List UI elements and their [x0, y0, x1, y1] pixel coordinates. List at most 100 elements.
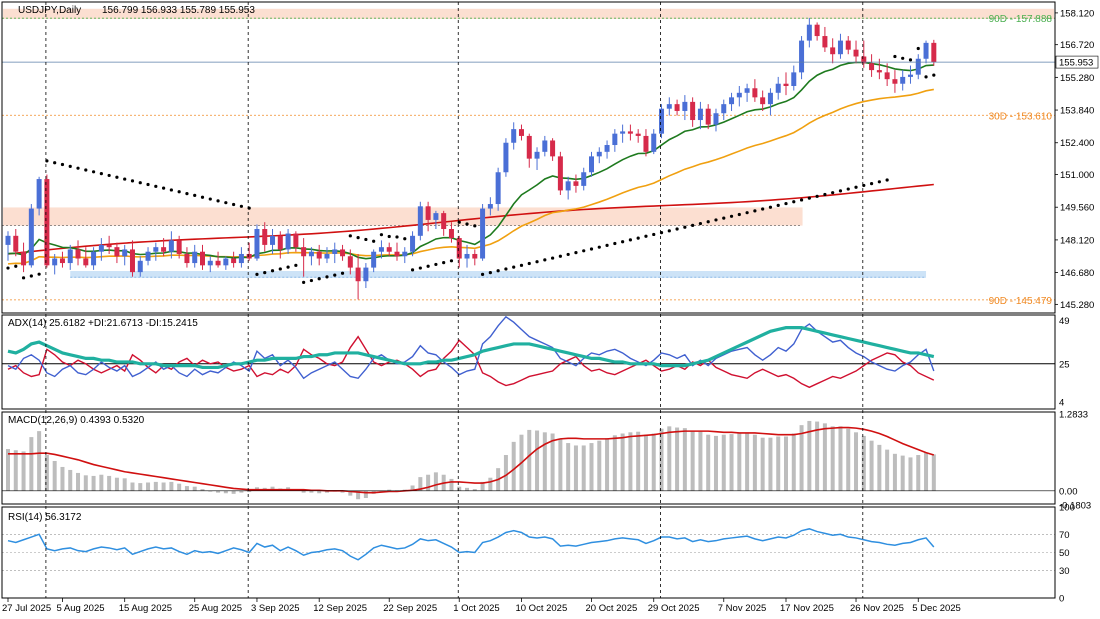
sar-dot: [496, 269, 500, 273]
macd-bar: [713, 435, 718, 491]
candle: [21, 251, 27, 266]
macd-bar: [916, 455, 921, 491]
macd-bar: [44, 455, 49, 491]
candle: [837, 40, 843, 55]
candle: [83, 258, 89, 266]
macd-pane: 1.2833 0.00 -0.1803: [2, 410, 1091, 512]
sar-dot: [434, 262, 438, 267]
candle: [301, 247, 307, 257]
sar-dot: [138, 181, 142, 185]
rsi-tick-label: 70: [1059, 530, 1070, 541]
candle: [690, 101, 696, 121]
sar-dot: [232, 202, 236, 207]
macd-bar: [612, 435, 617, 491]
macd-bar: [589, 443, 594, 491]
macd-bar: [13, 450, 18, 491]
macd-bar: [846, 428, 851, 491]
macd-bar: [138, 483, 143, 491]
macd-bar: [216, 490, 221, 493]
adx-tick-label: 4: [1059, 397, 1064, 408]
candle: [503, 142, 509, 173]
sar-dot: [457, 220, 461, 224]
rsi-tick-label: 100: [1059, 503, 1075, 514]
macd-bar: [169, 481, 174, 491]
sar-dot: [566, 252, 570, 257]
time-tick-label: 1 Oct 2025: [453, 603, 499, 614]
rsi-line: [7, 528, 935, 561]
macd-tick-label: 1.2833: [1059, 410, 1088, 421]
macd-bar: [239, 490, 244, 493]
macd-bar: [480, 481, 485, 491]
sar-dot: [200, 195, 205, 199]
candle: [604, 145, 610, 152]
macd-bar: [667, 426, 672, 491]
sar-dot: [636, 236, 640, 240]
sar-dot: [504, 267, 508, 271]
time-tick-label: 27 Jul 2025: [2, 603, 51, 614]
candle: [480, 208, 486, 259]
candle: [705, 108, 711, 125]
macd-bar: [426, 474, 431, 491]
pane-frame-macd: [1, 411, 1056, 505]
candle: [215, 260, 221, 266]
candle: [729, 97, 735, 105]
sar-dot: [792, 200, 796, 204]
sar-dot: [846, 187, 850, 191]
candle: [363, 267, 369, 282]
macd-bar: [659, 428, 664, 491]
macd-signal-line: [8, 426, 935, 494]
sar-dot: [932, 73, 936, 77]
macd-bar: [472, 489, 477, 491]
macd-bar: [581, 445, 586, 491]
macd-bar: [83, 475, 88, 491]
macd-bar: [550, 433, 555, 491]
last-price-label: 155.953: [1059, 58, 1093, 69]
candle: [767, 92, 773, 105]
candle: [822, 36, 828, 48]
sar-dot: [442, 261, 446, 265]
level-label: 30D - 153.610: [989, 111, 1053, 122]
macd-bar: [21, 451, 26, 491]
sar-dot: [753, 209, 757, 213]
sar-dot: [901, 56, 905, 60]
ma-slow-line: [7, 183, 934, 255]
sar-dot: [410, 268, 415, 272]
macd-bar: [729, 434, 734, 491]
candle: [262, 229, 268, 245]
macd-bar: [698, 431, 703, 491]
macd-bar: [488, 477, 493, 491]
rsi-tick-label: 50: [1059, 548, 1070, 559]
sar-dot: [154, 184, 158, 188]
sar-dot: [815, 194, 819, 198]
sar-dot: [551, 256, 555, 260]
candle: [651, 133, 657, 152]
candle: [876, 70, 882, 73]
sar-dot: [885, 178, 889, 182]
macd-tick-label: 0.00: [1059, 486, 1078, 497]
macd-bar: [900, 455, 905, 491]
macd-bar: [192, 486, 197, 491]
rsi-tick-label: 0: [1059, 594, 1064, 605]
candle: [550, 140, 556, 157]
sar-dot: [869, 182, 874, 186]
candle: [674, 104, 680, 111]
candle: [542, 140, 548, 152]
candle: [59, 258, 65, 264]
price-tick-label: 155.280: [1060, 73, 1094, 84]
macd-bar: [356, 490, 361, 500]
candle: [114, 247, 120, 257]
candle: [915, 58, 921, 75]
macd-bar: [682, 428, 687, 491]
sar-dot: [465, 222, 469, 226]
macd-bar: [146, 482, 151, 491]
macd-bar: [107, 475, 112, 491]
sar-dot: [831, 191, 835, 195]
macd-bar: [558, 439, 563, 491]
sar-dot: [628, 238, 633, 242]
time-axis: 27 Jul 2025 5 Aug 2025 15 Aug 2025 25 Aug 2…: [2, 598, 961, 614]
sar-dot: [193, 193, 197, 198]
macd-bar: [363, 490, 368, 499]
candle: [635, 133, 641, 136]
candle: [13, 235, 19, 252]
sar-dot: [68, 164, 72, 168]
